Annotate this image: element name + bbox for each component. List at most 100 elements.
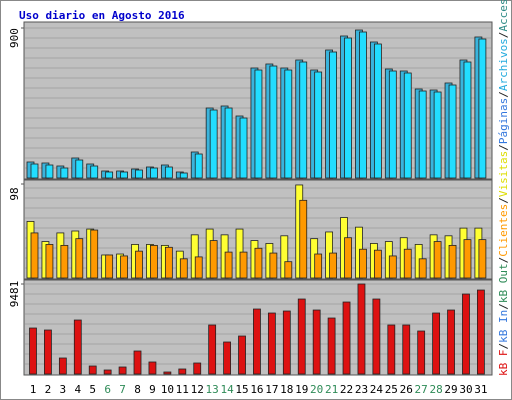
bar [254,69,263,179]
x-tick-label: 28 [429,383,442,396]
bar [478,239,487,279]
legend-separator: / [497,91,510,98]
bar [433,241,442,279]
bar [164,166,173,179]
x-tick-label: 5 [89,383,96,396]
bar [209,240,218,279]
x-tick-label: 9 [149,383,156,396]
bar [418,90,427,179]
bar [329,252,338,279]
legend-item: Clientes [497,204,510,257]
x-tick-label: 8 [134,383,141,396]
bar [297,298,306,375]
legend: kB F/kB In/kB Out/Clientes/Visitas/Págin… [497,0,510,376]
bar [45,164,54,179]
bar [224,251,233,279]
bar [462,293,470,375]
bar [282,310,291,375]
bar [254,247,263,279]
x-tick-label: 10 [161,383,174,396]
bar [30,163,39,179]
bar [238,335,246,375]
legend-separator: / [497,303,510,310]
x-tick-label: 26 [400,383,413,396]
bar [193,362,202,375]
bar [344,37,352,179]
x-tick-label: 24 [370,383,384,396]
x-tick-label: 31 [474,383,487,396]
bar [103,369,112,375]
bar [312,309,321,375]
bar [209,109,218,179]
bar [105,254,114,279]
x-tick-label: 7 [119,383,126,396]
chart-title: Uso diario en Agosto 2016 [19,9,185,22]
x-tick-label: 3 [60,383,67,396]
bar [208,324,217,375]
bar [432,312,441,375]
bar [90,229,99,279]
bar [359,31,367,179]
bar [433,91,442,179]
legend-item: kB Out [497,263,510,303]
bar [118,366,127,375]
bar [269,65,278,179]
x-tick-label: 22 [340,383,353,396]
x-tick-label: 21 [325,383,338,396]
bar [403,248,412,279]
legend-item: Páginas [497,98,510,144]
bar [299,61,308,179]
bar [448,244,457,279]
x-tick-label: 14 [220,383,234,396]
bar [164,246,173,279]
bar [224,107,233,179]
legend-separator: / [497,32,510,39]
x-tick-label: 27 [415,383,428,396]
bar [60,244,69,279]
bar [135,169,143,179]
bar [90,165,99,179]
legend-item: kB In [497,310,510,343]
legend-separator: / [497,197,510,204]
bar [418,258,427,279]
bar [357,283,366,375]
bar [342,301,351,375]
bar [267,312,276,375]
bar [314,253,323,279]
bar [478,38,487,179]
legend-separator: / [497,144,510,151]
bar [29,327,37,375]
bar [150,167,158,179]
bar [388,70,397,179]
bar [284,261,293,279]
x-tick-label: 11 [176,383,189,396]
bar [73,319,82,375]
x-tick-label: 12 [191,383,204,396]
legend-separator: / [497,257,510,264]
bar [239,117,248,179]
bar [75,238,84,279]
bar [402,324,411,375]
bar [463,61,472,179]
x-tick-label: 1 [30,383,37,396]
bar [148,361,157,375]
bar [190,234,199,279]
x-tick-label: 4 [74,383,81,396]
bar [179,172,188,179]
legend-item: Archivos [497,38,510,91]
bar [372,298,381,375]
bar [88,365,97,375]
bar [194,153,203,179]
bar [58,357,67,375]
bar [223,341,231,375]
bar [299,199,308,279]
y-tick-label: 9481 [8,281,21,308]
bar [327,317,336,375]
legend-separator: / [497,343,510,350]
bar [269,252,278,279]
bar [178,368,187,375]
x-tick-label: 23 [355,383,368,396]
bar [135,250,143,279]
bar [120,171,128,179]
